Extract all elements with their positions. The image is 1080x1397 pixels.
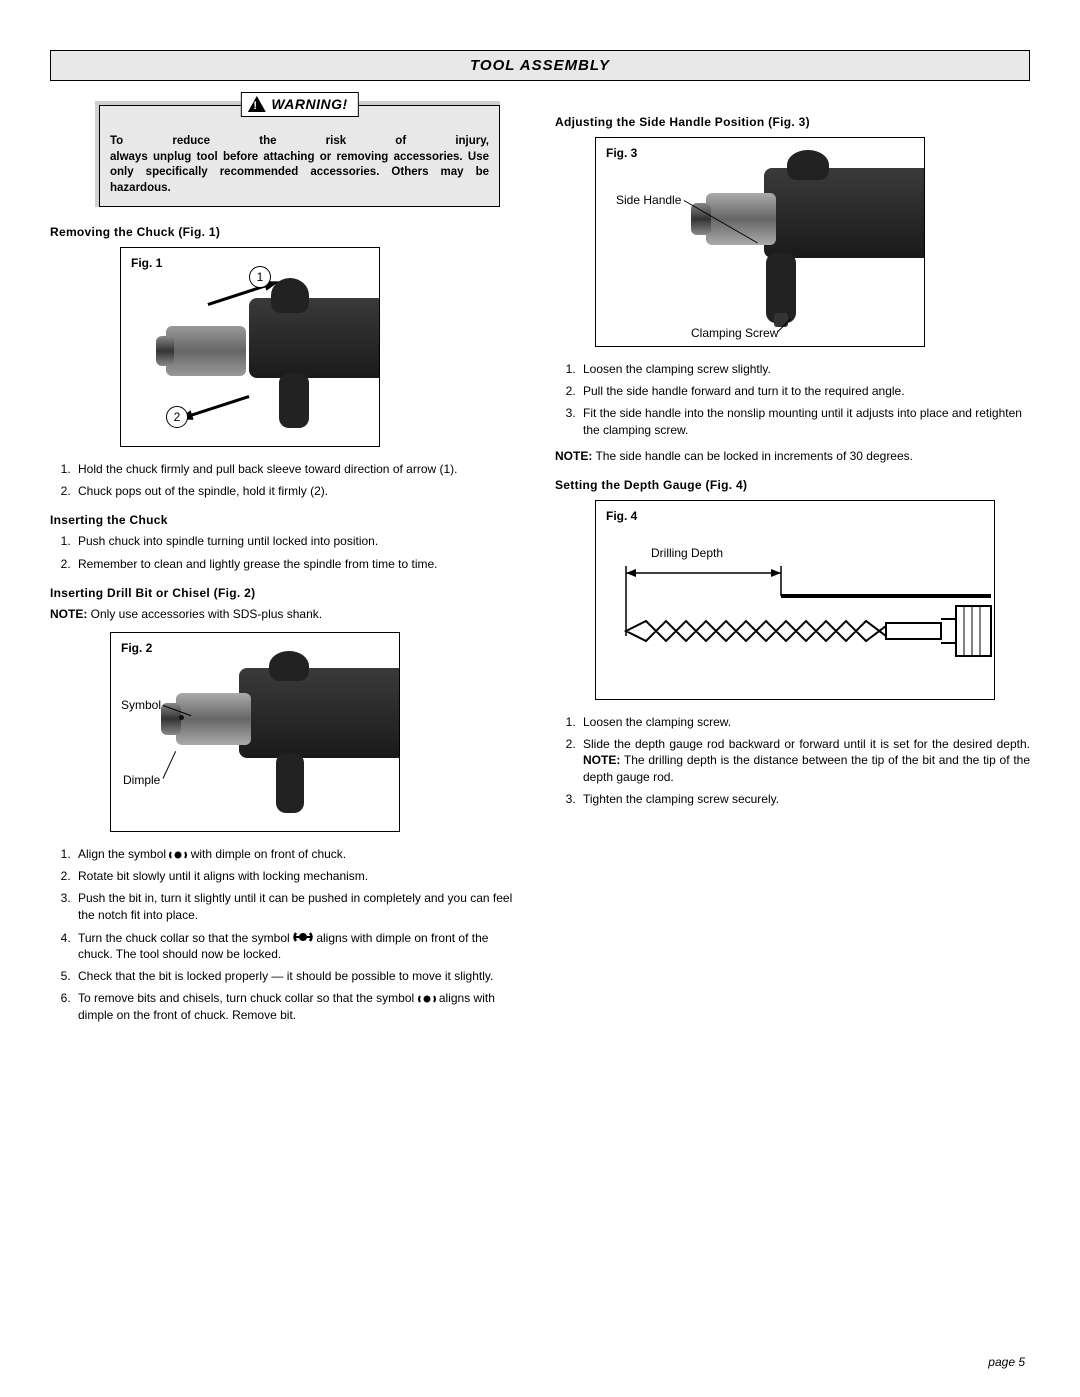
list-item: Align the symbol with dimple on front of…	[74, 846, 525, 862]
warning-box: WARNING! To reduce the risk of injury, a…	[95, 101, 500, 207]
figure-2: Fig. 2 Symbol Dimple	[110, 632, 400, 832]
warning-title: WARNING!	[271, 95, 347, 114]
figure-2-callout-symbol: Symbol	[121, 698, 161, 712]
list-item: Loosen the clamping screw.	[579, 714, 1030, 730]
figure-3-callout-screw: Clamping Screw	[691, 326, 778, 340]
list-item: Push the bit in, turn it slightly until …	[74, 890, 525, 922]
list-item: Tighten the clamping screw securely.	[579, 791, 1030, 807]
list-item: Chuck pops out of the spindle, hold it f…	[74, 483, 525, 499]
chuck-nose-shape	[691, 203, 711, 235]
handle-grip-shape	[276, 753, 304, 813]
note-sds: NOTE: Only use accessories with SDS-plus…	[50, 606, 525, 622]
figure-1-marker-2: 2	[166, 406, 188, 428]
figure-1-marker-1: 1	[249, 266, 271, 288]
left-column: WARNING! To reduce the risk of injury, a…	[50, 101, 525, 1033]
drill-body-shape	[239, 668, 399, 758]
removing-chuck-steps: Hold the chuck firmly and pull back slee…	[50, 461, 525, 499]
chuck-sleeve-shape	[166, 326, 246, 376]
callout-line	[163, 751, 177, 779]
list-item: Loosen the clamping screw slightly.	[579, 361, 1030, 377]
inserting-chuck-steps: Push chuck into spindle turning until lo…	[50, 533, 525, 571]
note-30deg: NOTE: The side handle can be locked in i…	[555, 448, 1030, 464]
list-item: Remember to clean and lightly grease the…	[74, 556, 525, 572]
heading-depth-gauge: Setting the Depth Gauge (Fig. 4)	[555, 478, 1030, 492]
figure-2-callout-dimple: Dimple	[123, 773, 160, 787]
list-item: Push chuck into spindle turning until lo…	[74, 533, 525, 549]
heading-removing-chuck: Removing the Chuck (Fig. 1)	[50, 225, 525, 239]
handle-grip-shape	[279, 373, 309, 428]
figure-3-callout-handle: Side Handle	[616, 193, 681, 207]
list-item: Rotate bit slowly until it aligns with l…	[74, 868, 525, 884]
figure-2-label: Fig. 2	[121, 641, 152, 655]
two-column-layout: WARNING! To reduce the risk of injury, a…	[50, 101, 1030, 1033]
chuck-tip-shape	[156, 336, 174, 366]
page-number: page 5	[988, 1355, 1025, 1369]
list-item: Fit the side handle into the nonslip mou…	[579, 405, 1030, 437]
depth-gauge-illustration	[596, 501, 996, 701]
list-item: Check that the bit is locked properly — …	[74, 968, 525, 984]
dimple-dot	[179, 715, 184, 720]
right-column: Adjusting the Side Handle Position (Fig.…	[555, 101, 1030, 1033]
figure-1: Fig. 1 1 2	[120, 247, 380, 447]
handle-top-shape	[271, 278, 309, 313]
depth-gauge-steps: Loosen the clamping screw. Slide the dep…	[555, 714, 1030, 807]
warning-text-rest: always unplug tool before attaching or r…	[110, 150, 489, 197]
list-item: Pull the side handle forward and turn it…	[579, 383, 1030, 399]
list-item: Hold the chuck firmly and pull back slee…	[74, 461, 525, 477]
lock-symbol-icon	[293, 931, 313, 945]
warning-triangle-icon	[247, 96, 265, 112]
heading-inserting-chuck: Inserting the Chuck	[50, 513, 525, 527]
inserting-bit-steps: Align the symbol with dimple on front of…	[50, 846, 525, 1023]
figure-3: Fig. 3 Side Handle Clamping Screw	[595, 137, 925, 347]
heading-inserting-bit: Inserting Drill Bit or Chisel (Fig. 2)	[50, 586, 525, 600]
drill-body-shape	[764, 168, 924, 258]
figure-4: Fig. 4 Drilling Depth	[595, 500, 995, 700]
handle-top-shape	[269, 651, 309, 681]
list-item: Slide the depth gauge rod backward or fo…	[579, 736, 1030, 785]
list-item: To remove bits and chisels, turn chuck c…	[74, 990, 525, 1022]
handle-top-shape	[787, 150, 829, 180]
chuck-sleeve-shape	[176, 693, 251, 745]
warning-label: WARNING!	[240, 92, 358, 117]
figure-1-label: Fig. 1	[131, 256, 162, 270]
section-title: TOOL ASSEMBLY	[50, 50, 1030, 81]
heading-side-handle: Adjusting the Side Handle Position (Fig.…	[555, 115, 1030, 129]
clamping-screw-shape	[774, 313, 788, 327]
unlock-symbol-icon	[169, 847, 187, 861]
unlock-symbol-icon	[418, 991, 436, 1005]
drill-body-shape	[249, 298, 379, 378]
side-handle-steps: Loosen the clamping screw slightly. Pull…	[555, 361, 1030, 438]
list-item: Turn the chuck collar so that the symbol…	[74, 929, 525, 962]
figure-3-label: Fig. 3	[606, 146, 637, 160]
warning-text-line1: To reduce the risk of injury,	[110, 134, 489, 150]
